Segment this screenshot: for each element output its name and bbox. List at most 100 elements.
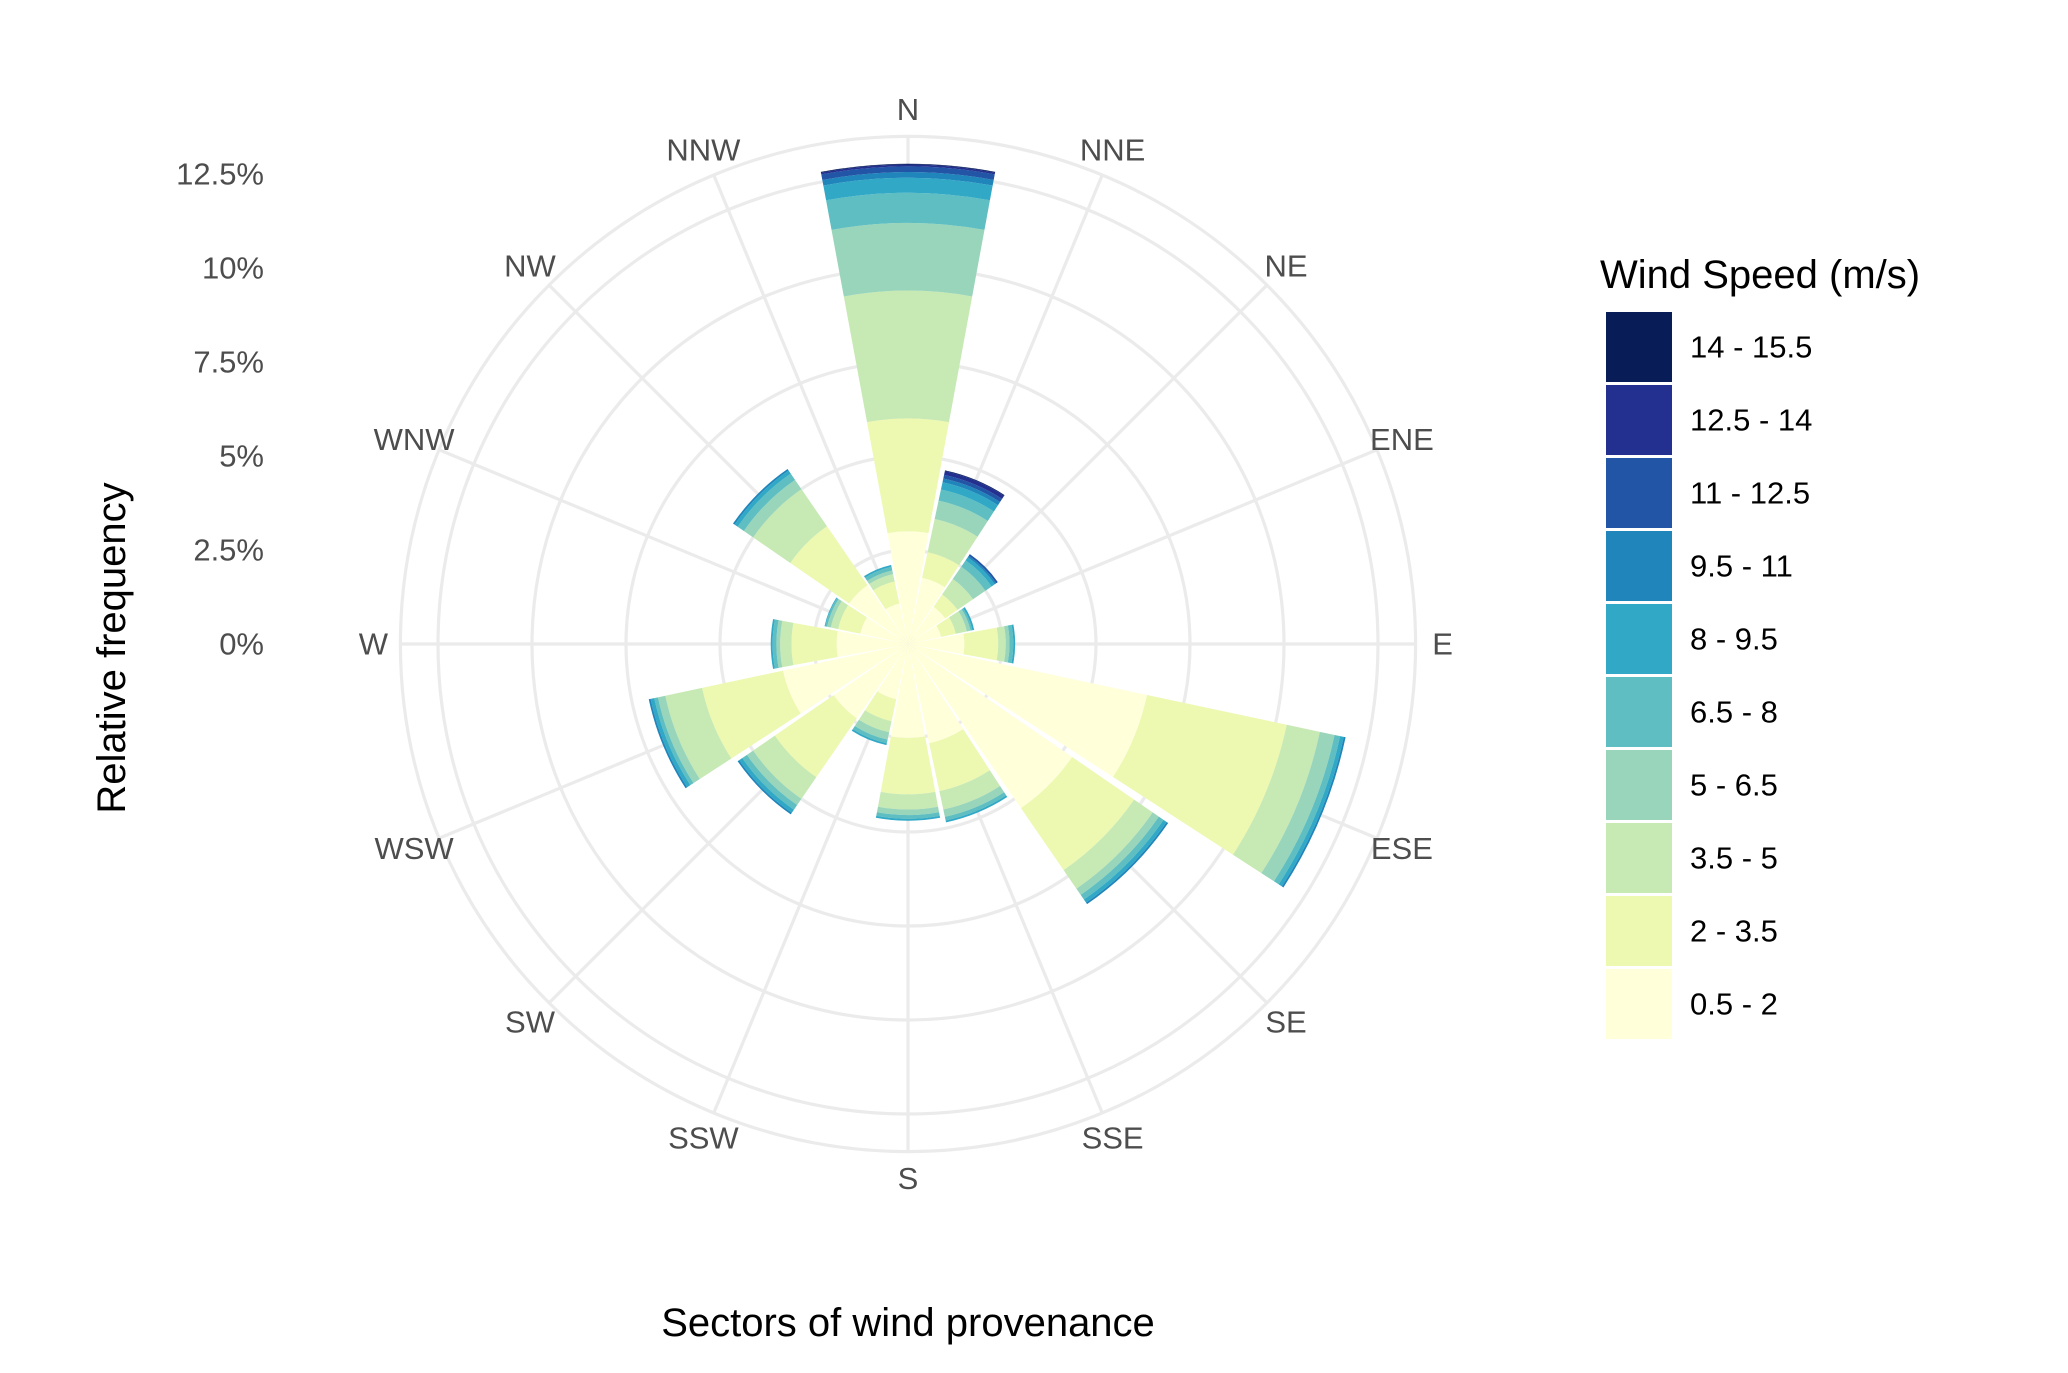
bar-segment-w-4 [772,619,779,669]
bar-segment-nne-0 [908,577,945,644]
bar-segment-e-1 [963,627,999,661]
bar-segment-nw-2 [753,489,827,563]
bar-segment-s-2 [877,791,939,810]
bar-segment-w-0 [836,631,908,657]
bar-segment-ne-3 [952,566,986,600]
bar-segment-wsw-1 [702,670,801,759]
sector-s [875,644,941,821]
legend-label: 5 - 6.5 [1690,768,1778,803]
sector-wsw [648,644,908,789]
bar-segment-wsw-0 [782,644,908,714]
bar-segment-sse-4 [944,792,1007,821]
bar-segment-ssw-3 [854,719,890,740]
bar-segment-w-2 [780,620,794,668]
legend-label: 11 - 12.5 [1690,476,1810,511]
bar-segment-se-2 [1063,799,1153,889]
bar-segment-ssw-0 [877,644,908,700]
sector-wnw [824,597,908,644]
sector-ssw [851,644,908,746]
bar-segment-ese-0 [908,644,1148,777]
bar-segment-s-3 [876,806,940,816]
bar-segment-ene-1 [936,617,956,637]
direction-label-w: W [359,627,389,662]
bar-segment-wnw-0 [860,617,908,644]
bar-segment-nw-0 [849,585,908,644]
bar-segment-nw-3 [743,479,802,538]
legend-swatch [1606,823,1672,893]
legend-item: 5 - 6.5 [1606,750,1778,820]
bar-segment-se-5 [1083,819,1167,903]
bar-segment-nne-5 [940,482,999,512]
legend-swatch [1606,969,1672,1039]
bar-segment-n-0 [887,531,929,644]
bar-segment-ene-0 [908,625,942,644]
bar-segment-nw-1 [790,526,868,604]
legend-swatch [1606,458,1672,528]
sector-e [908,624,1016,664]
bar-segment-nnw-2 [869,574,895,591]
bar-segment-ssw-2 [858,710,892,733]
y-axis-title: Relative frequency [90,482,134,813]
bar-segment-nne-1 [922,552,960,588]
radial-tick-label: 12.5% [176,157,264,192]
bar-segment-wsw-2 [665,687,732,780]
bar-segment-s-1 [880,736,936,795]
legend-item: 11 - 12.5 [1606,458,1810,528]
legend-item: 6.5 - 8 [1606,677,1778,747]
direction-label-n: N [897,92,919,127]
bar-segment-wsw-4 [654,697,694,786]
bar-segment-e-3 [1004,625,1010,663]
bar-segment-wnw-2 [830,601,849,630]
legend-label: 3.5 - 5 [1690,841,1778,876]
legend-swatch [1606,604,1672,674]
bar-segment-n-1 [867,418,949,534]
direction-label-ssw: SSW [668,1120,739,1155]
bar-segment-sw-4 [742,754,798,810]
bar-segment-w-3 [776,620,783,668]
legend: Wind Speed (m/s) 14 - 15.5 12.5 - 14 11 - … [1600,253,1920,1039]
sector-ese [908,644,1346,888]
bar-segment-nne-3 [934,500,988,537]
legend-item: 8 - 9.5 [1606,604,1778,674]
bar-segment-n-6 [822,172,994,186]
bar-segment-nnw-0 [885,603,908,644]
radial-tick-label: 7.5% [193,345,264,380]
grid-spoke [712,174,910,645]
bar-segment-nne-7 [943,474,1003,503]
bar-segment-ne-7 [968,554,998,584]
bar-segment-nnw-3 [867,570,894,585]
bar-segment-w-5 [770,619,775,669]
bar-segment-nnw-4 [865,566,893,581]
sector-n [820,163,996,644]
radial-tick-label: 2.5% [193,533,264,568]
direction-label-nne: NNE [1080,133,1145,168]
bar-segment-nw-4 [737,473,796,532]
sector-w [770,619,908,669]
legend-label: 9.5 - 11 [1690,549,1793,584]
bar-segment-ese-2 [1232,724,1320,874]
bar-segment-n-8 [820,164,996,175]
bar-segment-sw-1 [774,695,857,778]
stacked-sector-bars [648,163,1346,905]
bar-segment-sw-2 [753,735,817,799]
bar-segment-wsw-3 [657,695,700,784]
legend-item: 0.5 - 2 [1606,969,1778,1039]
bar-segment-sw-3 [746,750,802,806]
radial-tick-labels: 0% 2.5% 5% 7.5% 10% 12.5% [176,157,264,662]
bar-segment-n-3 [831,222,985,297]
bar-segment-ese-4 [1273,734,1341,885]
bar-segment-ene-2 [949,611,967,634]
bar-segment-wsw-5 [650,698,691,788]
direction-label-ene: ENE [1370,422,1434,457]
bar-segment-sse-3 [943,785,1005,817]
bar-segment-e-2 [996,626,1006,662]
bar-segment-s-4 [876,812,940,819]
x-axis-title: Sectors of wind provenance [661,1301,1155,1345]
bar-segment-w-1 [791,622,838,666]
bar-segment-n-5 [823,177,993,201]
bar-segment-sse-1 [929,729,990,792]
sector-sse [908,644,1008,823]
bar-segment-wnw-4 [825,597,839,627]
bar-segment-sse-0 [908,644,964,744]
legend-item: 3.5 - 5 [1606,823,1778,893]
